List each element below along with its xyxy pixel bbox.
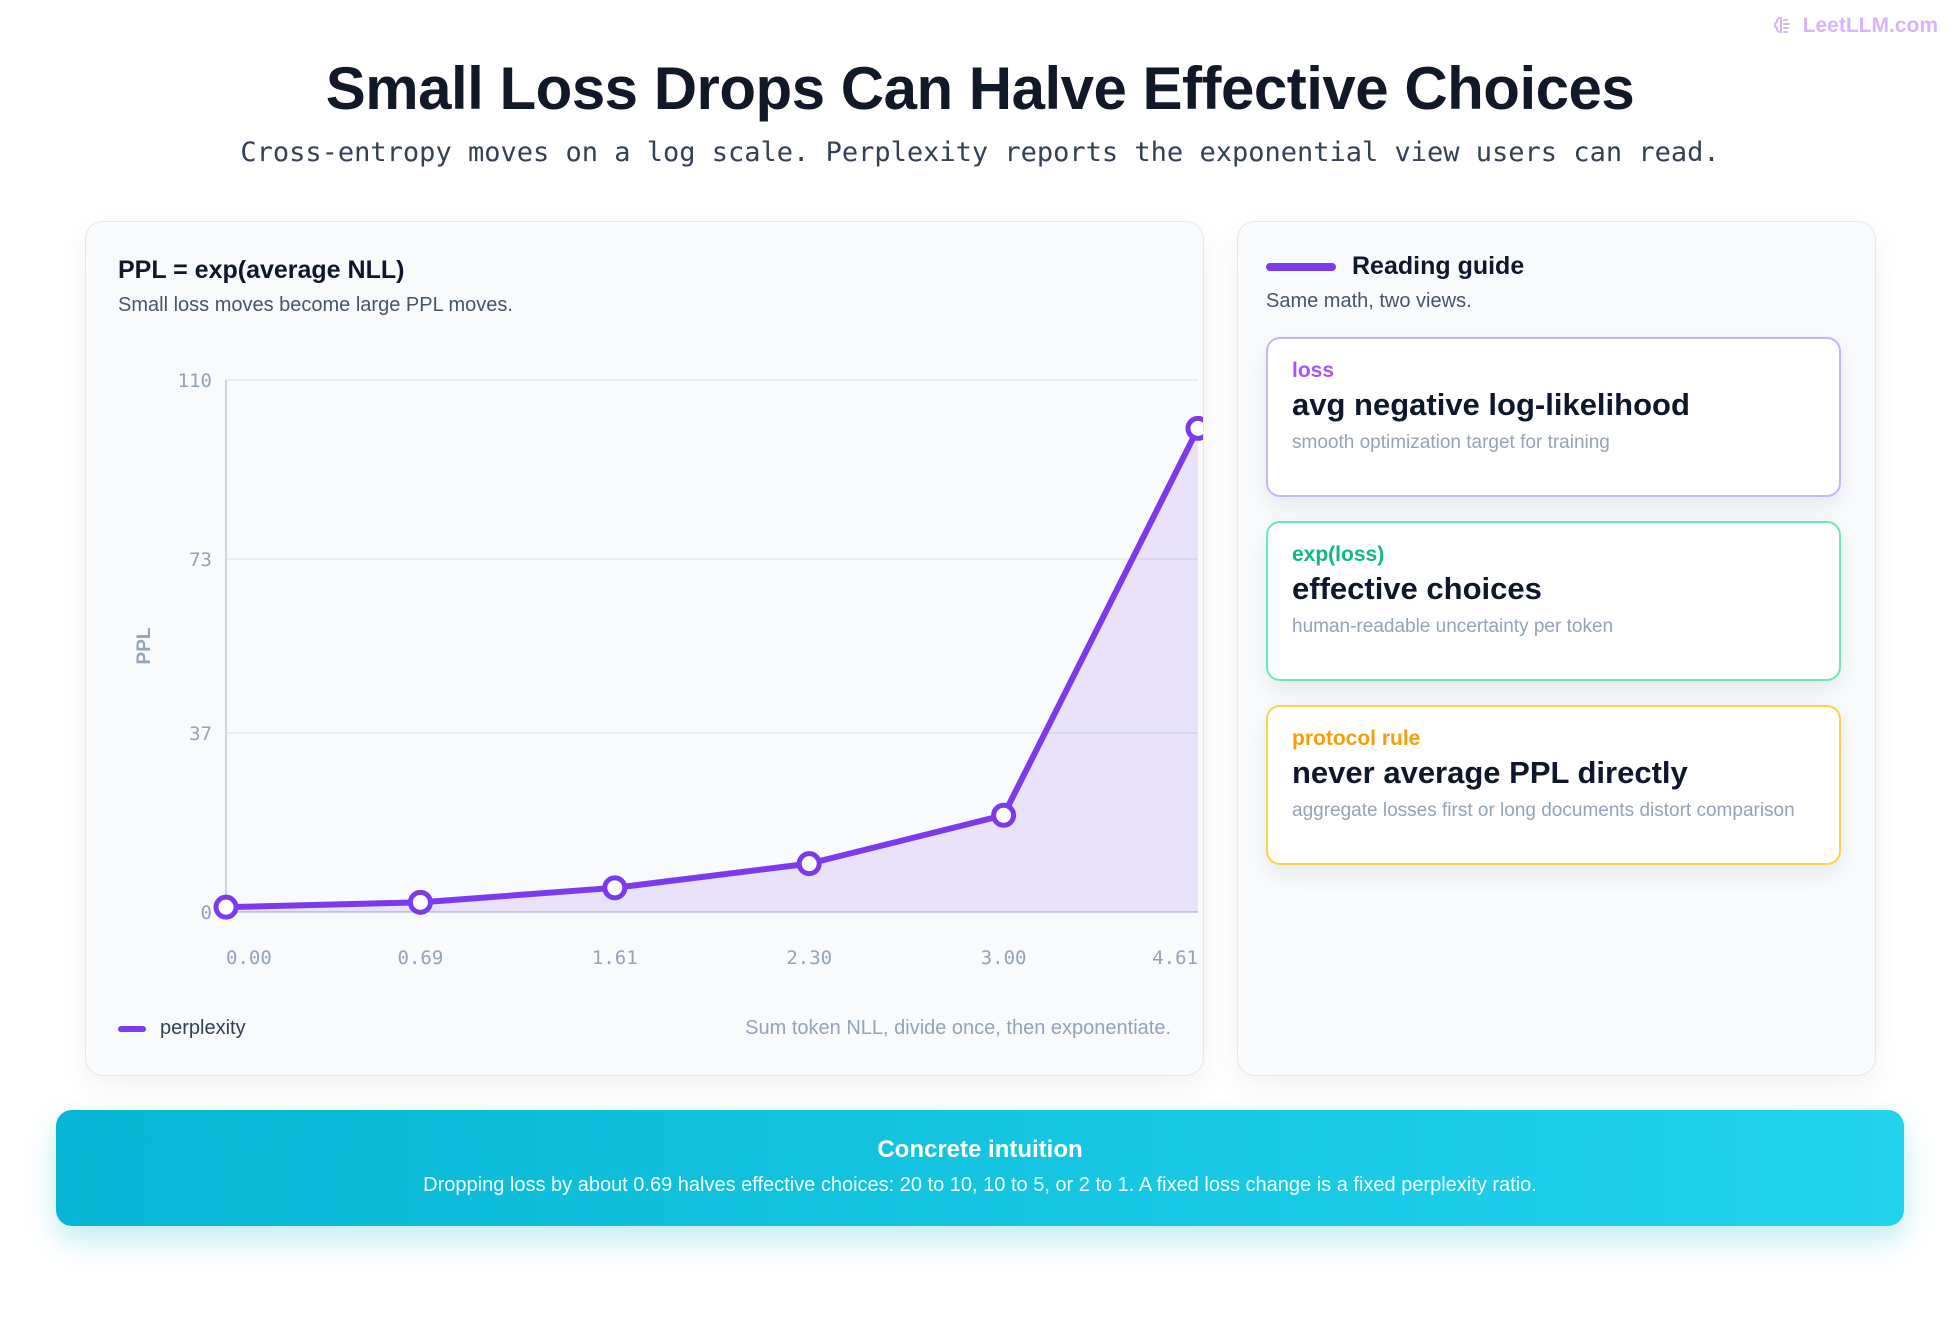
guide-item-exp-loss: exp(loss) effective choices human-readab…	[1266, 521, 1841, 681]
x-tick-label: 4.61	[1152, 947, 1198, 969]
guide-item-loss: loss avg negative log-likelihood smooth …	[1266, 337, 1841, 497]
y-tick-label: 73	[189, 549, 212, 571]
y-tick-label: 37	[189, 723, 212, 745]
data-point	[1185, 415, 1203, 441]
guide-item-heading: never average PPL directly	[1292, 755, 1688, 790]
x-tick-label: 0.00	[226, 947, 272, 969]
banner-text: Dropping loss by about 0.69 halves effec…	[423, 1174, 1537, 1196]
guide-item-tag: protocol rule	[1292, 727, 1421, 750]
guide-accent-bar	[1266, 262, 1336, 271]
legend-label: perplexity	[160, 1017, 246, 1039]
guide-item-desc: human-readable uncertainty per token	[1292, 616, 1614, 637]
banner-title: Concrete intuition	[877, 1136, 1083, 1163]
guide-subtitle: Same math, two views.	[1266, 290, 1472, 312]
series-area	[226, 428, 1198, 912]
chart-legend: perplexity	[118, 1017, 246, 1040]
data-point	[991, 802, 1017, 828]
brain-icon	[1773, 17, 1790, 33]
x-tick-label: 0.69	[398, 947, 444, 969]
guide-item-desc: smooth optimization target for training	[1292, 432, 1610, 453]
guide-item-desc: aggregate losses first or long documents…	[1292, 800, 1795, 821]
data-point	[602, 875, 628, 901]
x-tick-label: 1.61	[592, 947, 638, 969]
brand-logo[interactable]: LeetLLM.com	[1771, 14, 1938, 38]
data-point	[407, 889, 433, 915]
intuition-banner: Concrete intuition Dropping loss by abou…	[56, 1110, 1904, 1226]
page-subtitle: Cross-entropy moves on a log scale. Perp…	[240, 137, 1720, 168]
guide-item-heading: avg negative log-likelihood	[1292, 387, 1690, 422]
guide-item-tag: exp(loss)	[1292, 543, 1385, 566]
y-axis-label: PPL	[134, 627, 155, 664]
page-title: Small Loss Drops Can Halve Effective Cho…	[325, 55, 1635, 122]
perplexity-chart: 0 37 73 110 PPL 0.00 0.69 1.61 2.30 3.00 4.61	[134, 370, 1203, 969]
data-point	[796, 851, 822, 877]
brand-name: LeetLLM.com	[1802, 14, 1938, 37]
x-tick-label: 2.30	[786, 947, 832, 969]
chart-note: Sum token NLL, divide once, then exponen…	[745, 1017, 1171, 1039]
guide-item-tag: loss	[1292, 359, 1335, 382]
y-tick-label: 0	[201, 902, 212, 924]
chart-card: PPL = exp(average NLL) Small loss moves …	[85, 221, 1204, 1076]
chart-subtitle: Small loss moves become large PPL moves.	[118, 294, 513, 316]
reading-guide-card: Reading guide Same math, two views. loss…	[1237, 221, 1876, 1076]
guide-item-heading: effective choices	[1292, 571, 1542, 606]
y-tick-label: 110	[178, 370, 212, 392]
guide-item-protocol-rule: protocol rule never average PPL directly…	[1266, 705, 1841, 865]
guide-title: Reading guide	[1352, 252, 1525, 280]
x-tick-label: 3.00	[981, 947, 1027, 969]
data-point	[213, 894, 239, 920]
chart-title: PPL = exp(average NLL)	[118, 256, 405, 284]
guide-header: Reading guide	[1266, 252, 1524, 281]
legend-swatch	[118, 1025, 146, 1032]
series-line	[223, 425, 1201, 911]
